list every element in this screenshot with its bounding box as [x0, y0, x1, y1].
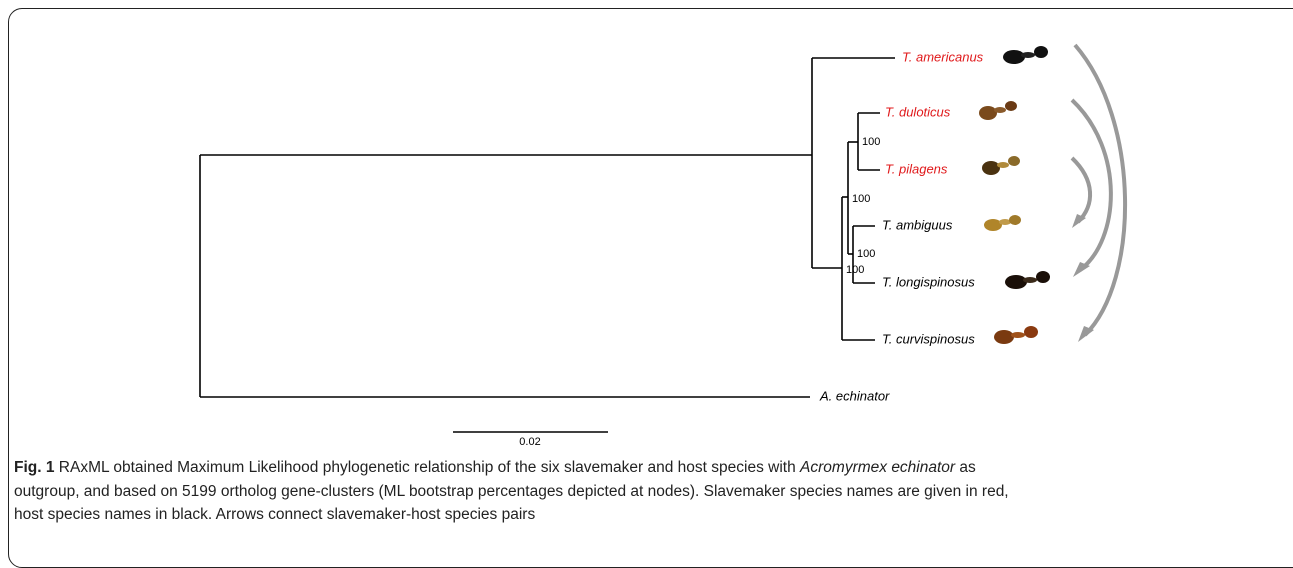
taxon-label: T. ambiguus — [882, 217, 953, 232]
caption-text: outgroup, and based on 5199 ortholog gen… — [14, 483, 1009, 500]
tree-branches — [200, 58, 895, 432]
taxon-label: A. echinator — [819, 388, 890, 403]
caption-text: as — [959, 459, 975, 476]
bootstrap-label: 100 — [846, 264, 864, 276]
taxon-label: T. pilagens — [885, 161, 948, 176]
pair-arrows — [1072, 45, 1125, 335]
caption-label: Fig. 1 — [14, 459, 54, 476]
bootstrap-label: 100 — [862, 136, 880, 148]
caption-species: Acromyrmex echinator — [800, 459, 955, 476]
bootstrap-label: 100 — [857, 248, 875, 260]
scale-bar-label: 0.02 — [519, 436, 540, 448]
ant-icons — [979, 46, 1050, 344]
tree-figure: T. americanus T. duloticus T. pilagens T… — [0, 0, 1293, 450]
arrow-heads — [1072, 214, 1094, 342]
caption-text: host species names in black. Arrows conn… — [14, 506, 535, 523]
taxon-label: T. duloticus — [885, 104, 951, 119]
caption-text: RAxML obtained Maximum Likelihood phylog… — [59, 459, 796, 476]
bootstrap-label: 100 — [852, 193, 870, 205]
taxon-label: T. longispinosus — [882, 274, 975, 289]
taxon-label: T. americanus — [902, 49, 984, 64]
taxon-label: T. curvispinosus — [882, 331, 975, 346]
figure-caption: Fig. 1 RAxML obtained Maximum Likelihood… — [14, 456, 1284, 527]
